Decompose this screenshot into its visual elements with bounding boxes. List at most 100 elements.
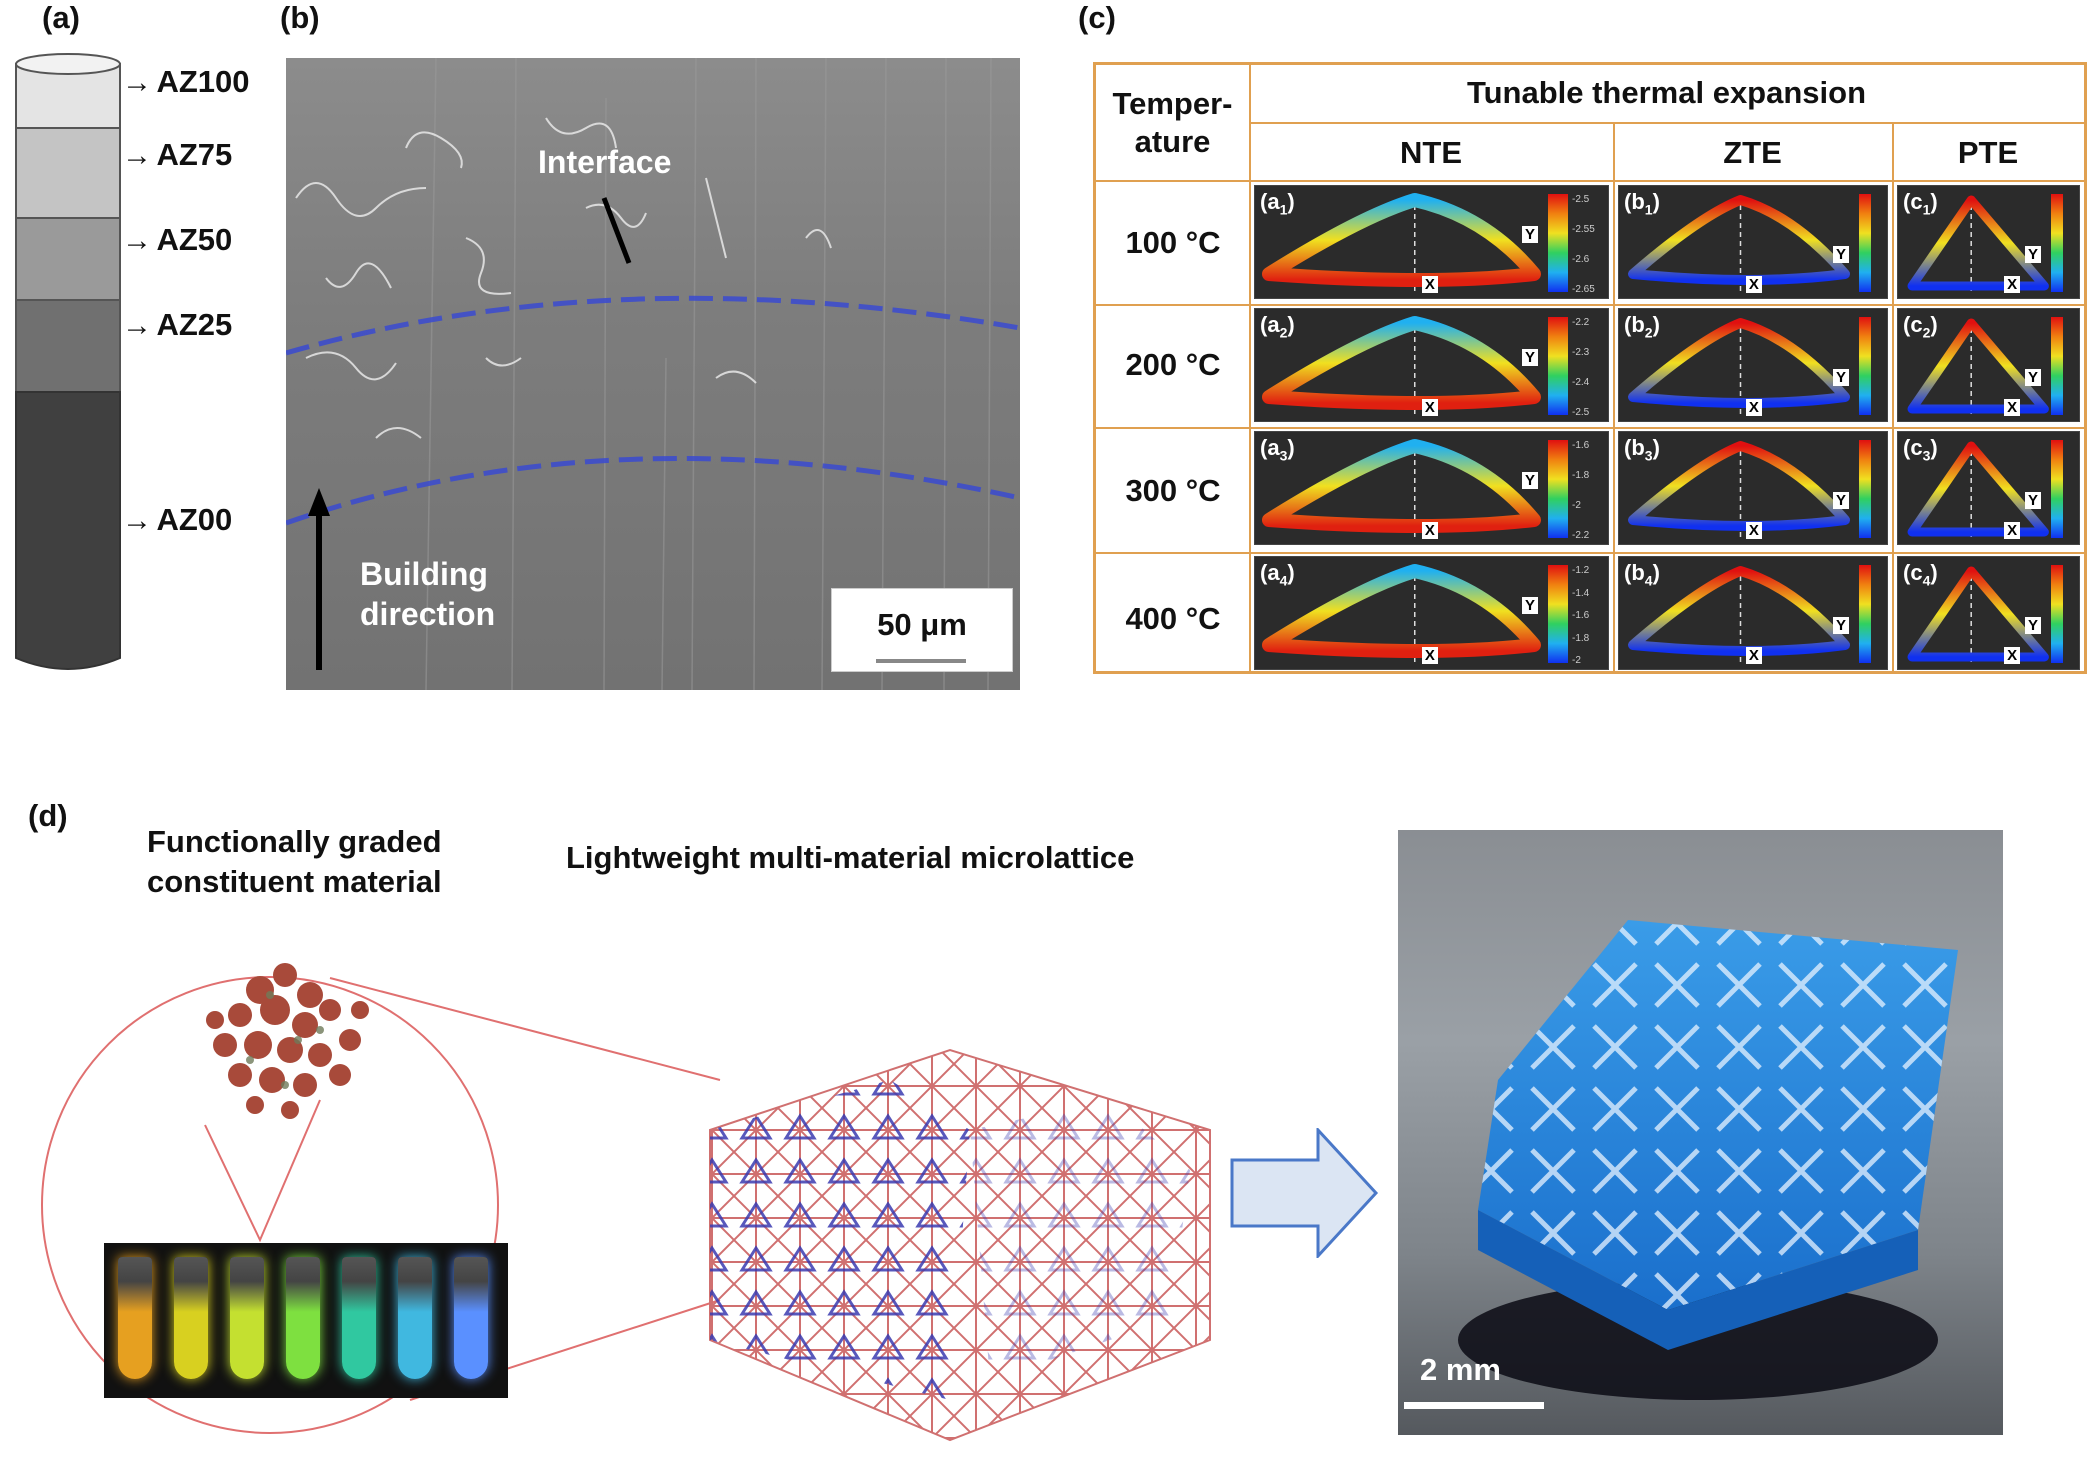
colorbar [1548, 565, 1568, 663]
simulation-cell-zte: (b4) X Y [1618, 556, 1888, 670]
panel-label-c: (c) [1078, 0, 1116, 35]
colorbar [1548, 440, 1568, 538]
colorbar-tick: -2.4 [1572, 377, 1590, 388]
colorbar [1548, 194, 1568, 292]
layer-row-az00: → AZ00 [122, 502, 232, 538]
layer-row-az100: → AZ100 [122, 64, 250, 100]
colorbar [2051, 440, 2063, 538]
right-arrow-icon: → [122, 224, 152, 257]
temperature-cell: 100 °C [1125, 225, 1221, 260]
colorbar-tick: -1.6 [1572, 610, 1590, 621]
simulation-cell-zte: (b2) X Y [1618, 308, 1888, 422]
temperature-cell: 400 °C [1125, 601, 1221, 636]
layer-row-az50: → AZ50 [122, 222, 232, 258]
axis-y-tag: Y [2025, 369, 2042, 386]
cell-tag: (a2) [1260, 312, 1295, 341]
group-header: Tunable thermal expansion [1466, 75, 1867, 110]
colorbar [1859, 440, 1871, 538]
cell-tag: (b3) [1624, 435, 1660, 464]
vial-photo [104, 1243, 508, 1398]
temperature-header-line-2: ature [1134, 124, 1211, 159]
axis-x-tag: X [1421, 399, 1438, 416]
cell-tag: (c3) [1903, 435, 1938, 464]
vial-icon [454, 1257, 488, 1379]
cell-tag: (a4) [1260, 560, 1295, 589]
building-direction-line-1: Building [360, 556, 488, 592]
axis-y-tag: Y [1833, 492, 1850, 509]
cell-tag: (b2) [1624, 312, 1660, 341]
temperature-cell: 300 °C [1125, 473, 1221, 508]
simulation-cell-nte: (a1) X Y -2.5 -2.55 -2.6 -2.65 [1254, 185, 1609, 299]
panel-label-b: (b) [280, 0, 320, 35]
scale-bar-line [876, 659, 966, 663]
axis-x-tag: X [1745, 522, 1762, 539]
temperature-header-line-1: Temper- [1112, 86, 1233, 121]
photo-scale-label: 2 mm [1420, 1352, 1501, 1387]
cell-tag: (c1) [1903, 189, 1938, 218]
colorbar [2051, 565, 2063, 663]
panel-label-d: (d) [28, 798, 68, 833]
graded-rod-graphic [15, 53, 121, 670]
simulation-cell-pte: (c4) X Y [1897, 556, 2080, 670]
temperature-cell: 200 °C [1125, 347, 1221, 382]
graded-rod [14, 52, 122, 680]
axis-x-tag: X [2004, 276, 2021, 293]
vial-icon [230, 1257, 264, 1379]
axis-y-tag: Y [1833, 369, 1850, 386]
axis-x-tag: X [1745, 647, 1762, 664]
layer-row-az25: → AZ25 [122, 307, 232, 343]
colorbar-tick: -1.2 [1572, 565, 1590, 576]
column-header-pte: PTE [1957, 135, 2019, 170]
right-arrow-icon: → [122, 504, 152, 537]
scale-bar-label: 50 μm [877, 607, 967, 642]
graded-material-title-line-1: Functionally graded [147, 824, 442, 859]
cell-tag: (b1) [1624, 189, 1660, 218]
interface-label: Interface [538, 144, 672, 180]
right-arrow-icon: → [122, 309, 152, 342]
microlattice-render [709, 1048, 1211, 1442]
building-direction-line-2: direction [360, 596, 496, 632]
axis-y-tag: Y [2025, 492, 2042, 509]
axis-x-tag: X [2004, 522, 2021, 539]
colorbar [1859, 565, 1871, 663]
cell-tag: (b4) [1624, 560, 1660, 589]
vial-icon [118, 1257, 152, 1379]
axis-y-tag: Y [1522, 472, 1539, 489]
scale-bar-box: 50 μm [831, 588, 1013, 672]
layer-label: AZ25 [156, 307, 233, 342]
layer-label: AZ75 [156, 137, 233, 172]
microlattice-title: Lightweight multi-material microlattice [566, 840, 1135, 875]
molecule-cluster-icon [206, 963, 369, 1119]
colorbar-tick: -2.55 [1572, 224, 1595, 235]
colorbar-tick: -1.4 [1572, 587, 1590, 599]
simulation-cell-pte: (c2) X Y [1897, 308, 2080, 422]
simulation-cell-zte: (b3) X Y [1618, 431, 1888, 545]
building-direction-label: Building direction [360, 554, 495, 634]
simulation-cell-pte: (c3) X Y [1897, 431, 2080, 545]
axis-x-tag: X [1421, 647, 1438, 664]
simulation-cell-pte: (c1) X Y [1897, 185, 2080, 299]
colorbar [2051, 317, 2063, 415]
right-arrow-icon: → [122, 139, 152, 172]
colorbar-tick: -2.5 [1572, 194, 1590, 205]
axis-x-tag: X [1421, 522, 1438, 539]
colorbar [1548, 317, 1568, 415]
right-arrow-icon [1230, 1128, 1379, 1258]
thermal-expansion-table: Temper- ature Tunable thermal expansion … [1093, 62, 2087, 674]
colorbar-tick: -2.3 [1572, 347, 1590, 358]
axis-y-tag: Y [1522, 597, 1539, 614]
colorbar-tick: -2.6 [1572, 254, 1590, 265]
axis-y-tag: Y [2025, 246, 2042, 263]
sem-texture [286, 58, 1020, 690]
printed-lattice-photo: 2 mm [1398, 830, 2003, 1435]
colorbar-tick: -2.5 [1572, 407, 1590, 418]
colorbar-tick: -1.8 [1572, 632, 1590, 644]
layer-label: AZ100 [156, 64, 250, 99]
colorbar [1859, 194, 1871, 292]
column-header-zte: ZTE [1723, 135, 1782, 170]
cell-tag: (c4) [1903, 560, 1938, 589]
layer-label: AZ50 [156, 222, 233, 257]
cell-tag: (c2) [1903, 312, 1938, 341]
axis-x-tag: X [1421, 276, 1438, 293]
axis-x-tag: X [1745, 276, 1762, 293]
